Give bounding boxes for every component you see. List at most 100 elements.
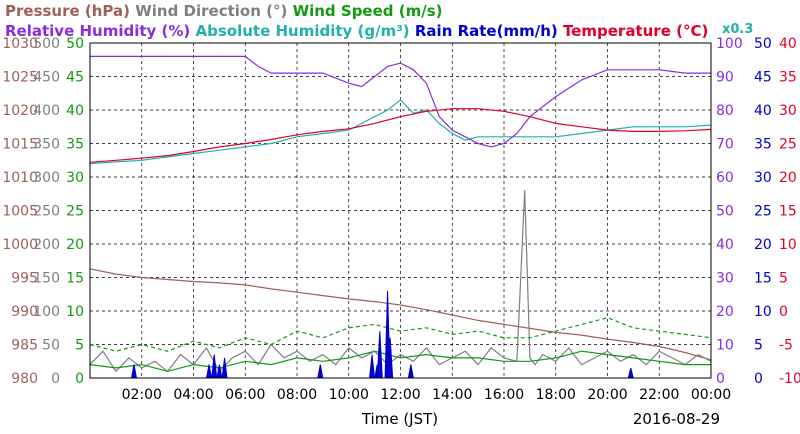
x-tick-label: 10:00: [329, 387, 369, 403]
y-tick-rain-rate: 15: [754, 271, 772, 287]
y-tick-wind-direction: 300: [33, 170, 60, 186]
x-tick-label: 08:00: [277, 387, 317, 403]
y-tick-temperature: 25: [779, 137, 797, 153]
y-tick-pressure: 1005: [2, 204, 38, 220]
y-tick-wind-speed: 20: [66, 237, 84, 253]
rain-spike: [221, 357, 228, 379]
rain-spike: [407, 364, 414, 379]
y-tick-temperature: -10: [779, 371, 800, 387]
x-tick-label: 14:00: [432, 387, 472, 403]
y-tick-pressure: 1015: [2, 137, 38, 153]
rain-spike: [317, 364, 324, 379]
y-tick-humidity: 100: [716, 36, 743, 52]
y-tick-pressure: 985: [11, 338, 38, 354]
y-tick-pressure: 1030: [2, 36, 38, 52]
y-tick-humidity: 70: [716, 137, 734, 153]
x-axis-labels: 02:00 04:00 06:00 08:00 10:00 12:00 14:00 16:00…: [122, 387, 732, 403]
y-tick-humidity: 0: [716, 371, 725, 387]
y-tick-wind-direction: 200: [33, 237, 60, 253]
y-tick-wind-speed: 25: [66, 204, 84, 220]
y-tick-pressure: 980: [11, 371, 38, 387]
grid: [90, 43, 711, 378]
y-tick-pressure: 1020: [2, 103, 38, 119]
y-tick-wind-speed: 40: [66, 103, 84, 119]
y-tick-pressure: 1025: [2, 70, 38, 86]
y-tick-wind-speed: 35: [66, 137, 84, 153]
y-tick-rain-rate: 0: [754, 371, 763, 387]
x-tick-label: 18:00: [536, 387, 576, 403]
legend: Pressure (hPa) Wind Direction (°) Wind S…: [5, 2, 753, 40]
y-tick-temperature: 40: [779, 36, 797, 52]
y-tick-humidity: 40: [716, 237, 734, 253]
y-tick-wind-direction: 150: [33, 271, 60, 287]
y-tick-wind-speed: 5: [75, 338, 84, 354]
rain-spike: [216, 364, 223, 379]
y-tick-temperature: 10: [779, 237, 797, 253]
legend-multiplier: x0.3: [722, 22, 753, 37]
y-tick-wind-speed: 15: [66, 271, 84, 287]
x-tick-label: 00:00: [691, 387, 731, 403]
y-tick-wind-direction: 350: [33, 137, 60, 153]
y-tick-humidity: 50: [716, 204, 734, 220]
series-temperature-c: [89, 108, 712, 163]
x-tick-label: 22:00: [639, 387, 679, 403]
y-tick-rain-rate: 50: [754, 36, 772, 52]
legend-wind-direction: Wind Direction (°): [130, 2, 287, 20]
x-tick-label: 12:00: [380, 387, 420, 403]
y-tick-humidity: 20: [716, 304, 734, 320]
y-tick-temperature: -5: [779, 338, 793, 354]
y-tick-temperature: 0: [779, 304, 788, 320]
y-tick-temperature: 20: [779, 170, 797, 186]
y-axis-labels: 9809859909951000100510101015102010251030…: [2, 36, 800, 387]
y-tick-pressure: 990: [11, 304, 38, 320]
y-tick-humidity: 10: [716, 338, 734, 354]
y-tick-wind-direction: 50: [42, 338, 60, 354]
rain-spike: [376, 331, 383, 379]
y-tick-wind-speed: 50: [66, 36, 84, 52]
y-tick-rain-rate: 25: [754, 204, 772, 220]
y-tick-humidity: 30: [716, 271, 734, 287]
series-wind-speed-m-s: [89, 350, 711, 372]
y-tick-wind-speed: 0: [75, 371, 84, 387]
y-tick-pressure: 1000: [2, 237, 38, 253]
y-tick-wind-speed: 30: [66, 170, 84, 186]
date-label: 2016-08-29: [633, 410, 720, 428]
x-tick-label: 06:00: [225, 387, 265, 403]
rain-spike: [130, 364, 138, 379]
x-tick-label: 04:00: [173, 387, 213, 403]
y-tick-wind-direction: 0: [51, 371, 60, 387]
y-tick-rain-rate: 20: [754, 237, 772, 253]
x-tick-label: 16:00: [484, 387, 524, 403]
legend-temperature-c: Temperature (°C): [558, 22, 709, 40]
y-tick-rain-rate: 40: [754, 103, 772, 119]
y-tick-rain-rate: 30: [754, 170, 772, 186]
y-tick-wind-speed: 10: [66, 304, 84, 320]
legend-relative-humidity: Relative Humidity (%): [5, 22, 190, 40]
series-wind-speed-gust-m-s: [89, 317, 712, 352]
y-tick-wind-direction: 250: [33, 204, 60, 220]
rain-spike: [368, 354, 376, 379]
legend-absolute-humidity-g-m: Absolute Humidity (g/m³): [190, 22, 409, 40]
y-tick-wind-direction: 100: [33, 304, 60, 320]
legend-wind-speed-m-s: Wind Speed (m/s): [287, 2, 442, 20]
y-tick-humidity: 60: [716, 170, 734, 186]
y-tick-temperature: 5: [779, 271, 788, 287]
y-tick-temperature: 15: [779, 204, 797, 220]
y-tick-pressure: 1010: [2, 170, 38, 186]
legend-pressure-hpa: Pressure (hPa): [5, 2, 130, 20]
y-tick-rain-rate: 45: [754, 70, 772, 86]
y-tick-wind-direction: 500: [33, 36, 60, 52]
x-tick-label: 02:00: [122, 387, 162, 403]
y-tick-pressure: 995: [11, 271, 38, 287]
x-tick-label: 20:00: [587, 387, 627, 403]
series-pressure-hpa: [89, 268, 712, 361]
y-tick-wind-speed: 45: [66, 70, 84, 86]
series-absolute-humidity-g-m: [89, 99, 712, 165]
legend-row-1: Pressure (hPa) Wind Direction (°) Wind S…: [5, 2, 443, 20]
plot-frame: [89, 42, 712, 379]
legend-rain-rate-mm-h: Rain Rate(mm/h): [410, 22, 558, 40]
y-tick-temperature: 35: [779, 70, 797, 86]
y-tick-rain-rate: 10: [754, 304, 772, 320]
x-axis-title: Time (JST): [361, 410, 438, 428]
